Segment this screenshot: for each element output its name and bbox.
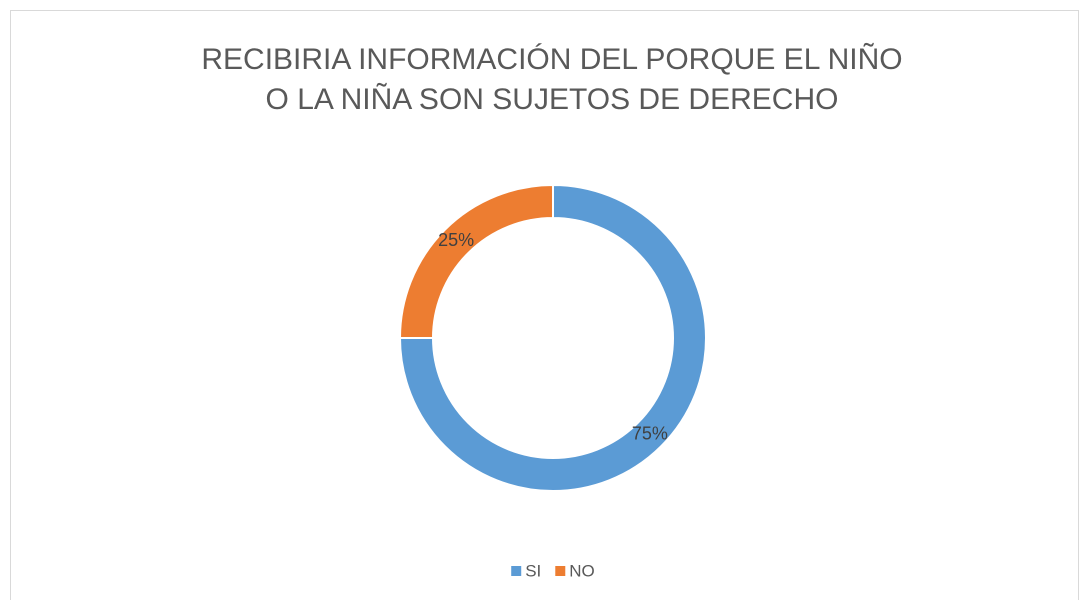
legend-swatch	[555, 566, 566, 576]
data-label: 75%	[632, 424, 668, 444]
data-label: 25%	[438, 230, 474, 250]
chart-frame	[10, 10, 1079, 600]
legend-label: SI	[525, 561, 541, 580]
legend-swatch	[511, 566, 522, 576]
donut-segment	[398, 183, 707, 492]
legend-label: NO	[569, 561, 595, 580]
chart-title: RECIBIRIA INFORMACIÓN DEL PORQUE EL NIÑO…	[201, 43, 903, 116]
donut-segment	[398, 183, 554, 339]
